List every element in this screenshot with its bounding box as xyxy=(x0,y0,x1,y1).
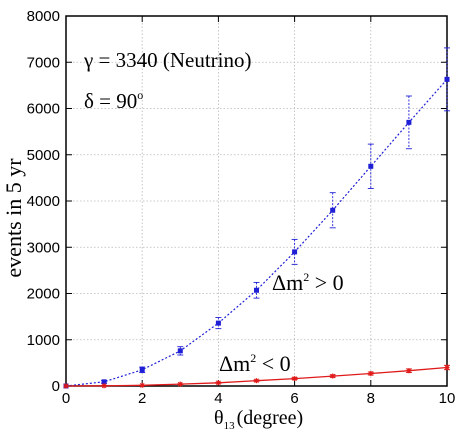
x-axis-title-subscript: 13 xyxy=(224,420,236,432)
data-point xyxy=(368,371,374,377)
y-tick-label: 2000 xyxy=(27,286,60,303)
marker-stroke xyxy=(292,376,297,381)
x-axis-title-unit: (degree) xyxy=(237,407,304,429)
gamma-annotation: γ = 3340 (Neutrino) xyxy=(83,48,252,72)
data-point xyxy=(177,348,183,354)
marker-stroke xyxy=(216,380,221,386)
x-tick-label: 8 xyxy=(367,390,375,407)
series-0 xyxy=(63,47,450,389)
marker-stroke xyxy=(330,373,336,379)
y-axis-title: events in 5 yr xyxy=(1,158,26,278)
marker-stroke xyxy=(63,383,69,389)
marker-stroke xyxy=(254,378,259,384)
marker-stroke xyxy=(101,383,107,389)
marker-stroke xyxy=(368,371,374,376)
data-point xyxy=(215,380,221,386)
delta-annotation-label: δ = 90 xyxy=(84,89,137,113)
x-tick-label: 10 xyxy=(439,390,456,407)
data-point xyxy=(292,249,298,255)
y-tick-label: 1000 xyxy=(27,332,60,349)
y-tick-label: 5000 xyxy=(27,147,60,164)
x-tick-label: 4 xyxy=(214,390,222,407)
marker-stroke xyxy=(139,382,145,388)
data-point xyxy=(368,163,374,169)
dm-positive-superscript: 2 xyxy=(303,270,309,284)
series-1 xyxy=(63,364,450,389)
delta-annotation-degree: o xyxy=(137,88,143,102)
data-point xyxy=(444,365,450,370)
data-point xyxy=(292,376,298,382)
dm-positive-symbol: Δm xyxy=(272,270,303,295)
x-tick-label: 6 xyxy=(290,390,298,407)
data-point xyxy=(406,368,412,374)
y-tick-label: 4000 xyxy=(27,193,60,210)
dm-negative-annotation: Δm2 < 0 xyxy=(219,351,291,376)
dm-negative-superscript: 2 xyxy=(250,351,256,365)
data-point xyxy=(444,76,450,82)
data-point xyxy=(139,367,145,373)
y-tick-label: 8000 xyxy=(27,8,60,25)
marker-stroke xyxy=(444,365,450,370)
delta-annotation: δ = 90o xyxy=(84,88,143,113)
data-point xyxy=(101,379,107,385)
data-point xyxy=(254,287,259,293)
x-tick-label: 2 xyxy=(138,390,146,407)
data-point xyxy=(139,382,145,388)
dm-negative-relation: < 0 xyxy=(256,351,290,376)
y-tick-label: 6000 xyxy=(27,101,60,118)
series-line xyxy=(65,79,448,387)
data-point xyxy=(177,381,183,387)
data-point xyxy=(254,378,259,384)
dm-positive-relation: > 0 xyxy=(309,270,343,295)
data-point xyxy=(215,320,221,326)
dm-positive-annotation: Δm2 > 0 xyxy=(272,270,344,295)
data-point xyxy=(330,207,336,213)
y-tick-label: 3000 xyxy=(27,239,60,256)
y-tick-label: 7000 xyxy=(27,54,60,71)
y-tick-label: 0 xyxy=(52,378,60,395)
x-axis-title: θ13 (degree) xyxy=(214,407,303,432)
marker-stroke xyxy=(177,381,183,387)
x-tick-label: 0 xyxy=(62,390,70,407)
series-group xyxy=(63,47,450,389)
data-point xyxy=(101,383,107,389)
marker-stroke xyxy=(406,368,412,374)
x-axis-title-symbol: θ xyxy=(214,407,224,429)
data-point xyxy=(406,119,412,125)
data-point xyxy=(330,373,336,379)
data-point xyxy=(63,383,69,389)
dm-negative-symbol: Δm xyxy=(219,351,250,376)
